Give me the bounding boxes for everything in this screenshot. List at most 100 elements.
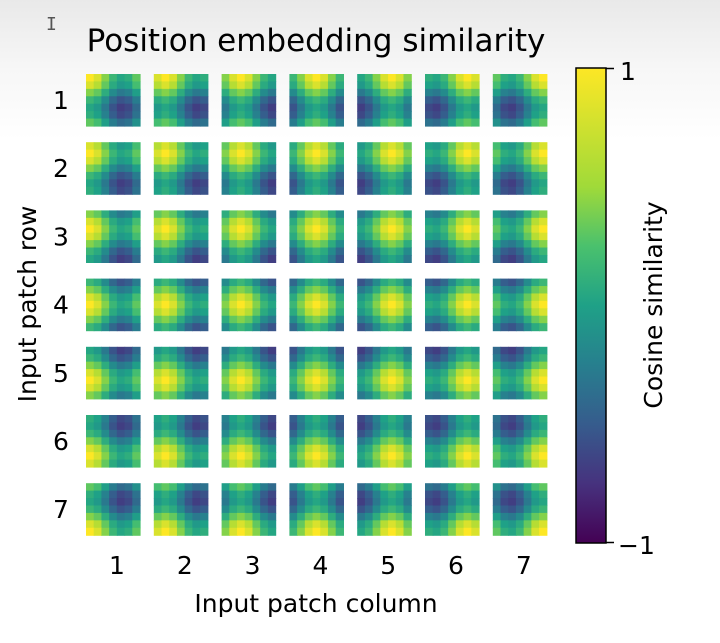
similarity-pixel [432, 415, 442, 424]
similarity-pixel [124, 346, 133, 355]
similarity-pixel [508, 490, 517, 499]
similarity-pixel [372, 498, 381, 507]
similarity-pixel [440, 452, 449, 461]
similarity-pixel [86, 422, 95, 431]
similarity-pixel [515, 217, 525, 226]
similarity-pixel [252, 171, 261, 180]
similarity-pixel [184, 254, 193, 263]
similarity-pixel [184, 157, 193, 166]
similarity-pixel [380, 315, 389, 324]
similarity-pixel [124, 74, 133, 83]
similarity-pixel [463, 142, 472, 151]
similarity-pixel [455, 293, 465, 302]
similarity-pixel [169, 164, 178, 173]
similarity-pixel [357, 490, 366, 499]
similarity-pixel [471, 88, 480, 97]
similarity-pixel [463, 103, 472, 112]
similarity-pixel [93, 483, 103, 492]
similarity-pixel [463, 452, 472, 461]
similarity-pixel [86, 103, 95, 112]
similarity-pixel [312, 383, 321, 392]
similarity-pixel [312, 232, 321, 241]
similarity-pixel [320, 354, 329, 363]
similarity-pixel [304, 520, 314, 529]
similarity-pixel [153, 142, 163, 151]
similarity-pixel [471, 74, 480, 83]
similarity-pixel [252, 429, 261, 438]
similarity-pixel [237, 490, 246, 499]
similarity-pixel [492, 225, 502, 234]
similarity-pixel [320, 459, 329, 468]
similarity-pixel [109, 383, 118, 392]
similarity-pixel [116, 346, 126, 355]
similarity-pixel [440, 171, 449, 180]
similarity-pixel [388, 118, 397, 127]
similarity-pixel [455, 186, 465, 195]
similarity-pixel [320, 118, 329, 127]
similarity-pixel [297, 369, 306, 378]
similarity-pixel [169, 308, 178, 317]
similarity-pixel [372, 490, 381, 499]
similarity-pixel [471, 315, 480, 324]
similarity-pixel [425, 286, 434, 295]
similarity-pixel [221, 210, 230, 219]
similarity-pixel [403, 74, 412, 83]
similarity-pixel [364, 111, 374, 120]
similarity-pixel [539, 527, 548, 536]
similarity-pixel [515, 369, 525, 378]
similarity-pixel [153, 369, 163, 378]
similarity-pixel [116, 88, 126, 97]
similarity-pixel [492, 308, 502, 317]
similarity-pixel [132, 498, 141, 507]
similarity-pixel [153, 103, 163, 112]
similarity-pixel [161, 286, 170, 295]
similarity-pixel [176, 490, 186, 499]
similarity-pixel [176, 96, 186, 105]
similarity-pixel [192, 354, 201, 363]
similarity-pixel [531, 217, 540, 226]
similarity-pixel [252, 240, 261, 249]
similarity-pixel [320, 240, 329, 249]
similarity-pixel [531, 157, 540, 166]
similarity-pixel [539, 278, 548, 287]
similarity-pixel [448, 111, 457, 120]
similarity-pixel [192, 429, 201, 438]
similarity-pixel [471, 391, 480, 400]
similarity-pixel [176, 225, 186, 234]
similarity-pixel [200, 217, 209, 226]
similarity-pixel [244, 354, 254, 363]
similarity-pixel [260, 225, 269, 234]
similarity-pixel [304, 240, 314, 249]
similarity-pixel [492, 217, 502, 226]
similarity-cell-r4-c2 [153, 278, 209, 332]
similarity-pixel [432, 171, 442, 180]
similarity-pixel [471, 111, 480, 120]
similarity-pixel [221, 240, 230, 249]
similarity-pixel [388, 293, 397, 302]
similarity-pixel [463, 88, 472, 97]
similarity-pixel [124, 247, 133, 256]
colorbar-max-label: 1 [620, 57, 636, 86]
similarity-pixel [388, 415, 397, 424]
similarity-pixel [492, 186, 502, 195]
similarity-pixel [432, 286, 442, 295]
similarity-pixel [515, 164, 525, 173]
similarity-pixel [132, 164, 141, 173]
similarity-pixel [492, 149, 502, 158]
similarity-pixel [395, 300, 405, 309]
similarity-pixel [289, 437, 298, 446]
similarity-pixel [229, 346, 238, 355]
similarity-pixel [184, 483, 193, 492]
similarity-pixel [395, 505, 405, 514]
similarity-pixel [124, 498, 133, 507]
similarity-pixel [297, 315, 306, 324]
similarity-pixel [455, 512, 465, 521]
similarity-pixel [364, 142, 374, 151]
similarity-pixel [508, 361, 517, 370]
similarity-pixel [289, 315, 298, 324]
similarity-pixel [184, 171, 193, 180]
similarity-pixel [297, 149, 306, 158]
similarity-pixel [500, 171, 509, 180]
similarity-pixel [364, 210, 374, 219]
similarity-pixel [380, 512, 389, 521]
